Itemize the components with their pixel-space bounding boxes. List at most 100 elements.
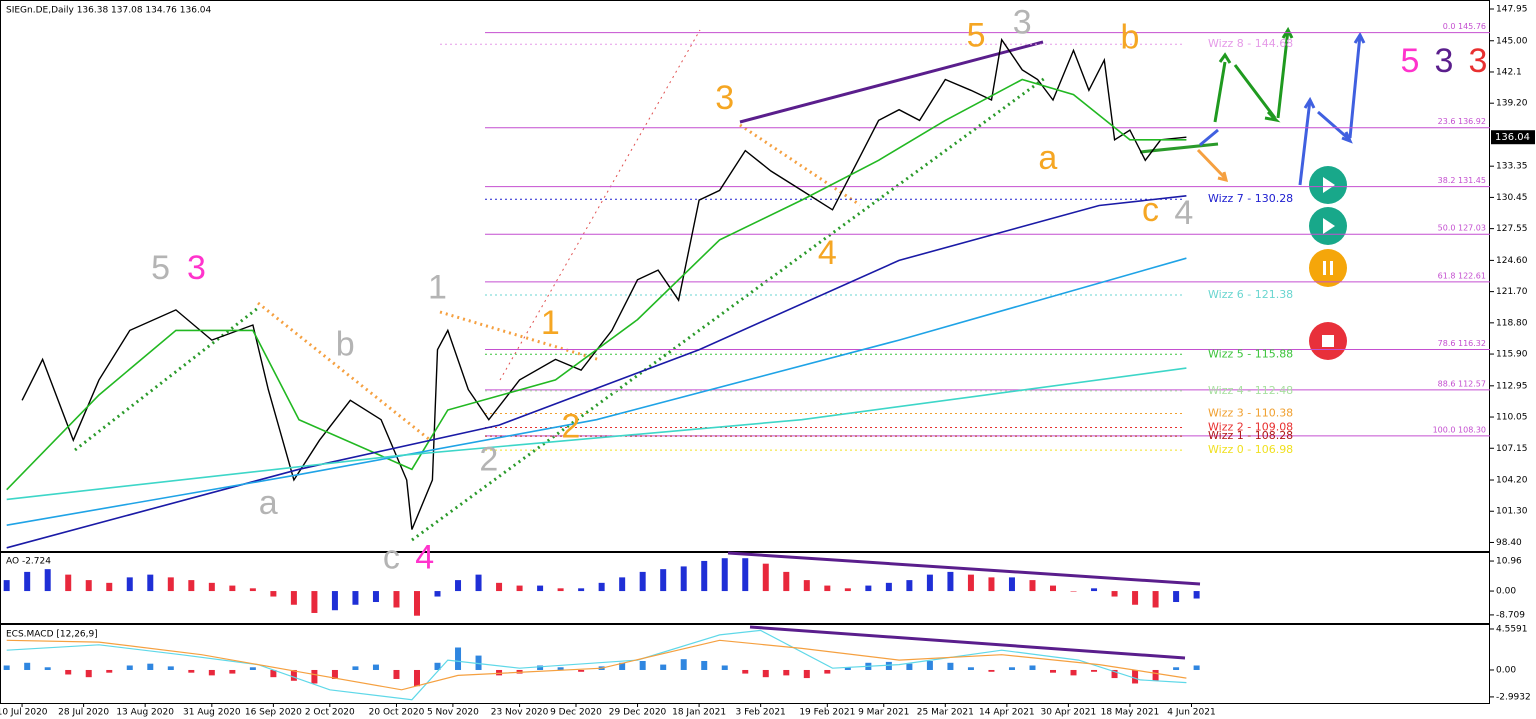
pane-title: AO -2.724 <box>6 557 51 567</box>
wizz-label: Wizz 5 - 115.88 <box>1208 347 1293 360</box>
fib-label: 50.0 127.03 <box>1438 224 1486 233</box>
fib-label: 78.6 116.32 <box>1438 339 1486 348</box>
histogram-bar <box>475 574 482 592</box>
trend-line <box>499 29 701 381</box>
pane-title: SIEGn.DE,Daily 136.38 137.08 134.76 136.… <box>6 6 212 16</box>
wave-label: 5 <box>967 17 986 55</box>
histogram-bar <box>167 577 174 592</box>
drawings <box>74 26 1366 660</box>
histogram-bar <box>208 582 215 592</box>
price-pane <box>0 0 1490 552</box>
histogram-bar <box>1091 588 1098 592</box>
histogram-bar <box>311 669 318 684</box>
histogram-bar <box>701 660 708 670</box>
wizz-label: Wizz 6 - 121.38 <box>1208 288 1293 301</box>
fib-label: 0.0 145.76 <box>1443 22 1486 31</box>
histogram-bar <box>742 669 749 674</box>
y-tick-label: 124.60 <box>1496 256 1528 266</box>
histogram-bar <box>455 580 462 592</box>
wizz-label: Wizz 3 - 110.38 <box>1208 406 1293 419</box>
wizz-label: Wizz 0 - 106.98 <box>1208 443 1293 456</box>
histogram-bar <box>926 574 933 592</box>
play-icon <box>1323 177 1335 193</box>
y-tick-label: 115.90 <box>1496 350 1528 360</box>
wave-label: c <box>383 539 400 577</box>
histogram-bar <box>598 582 605 592</box>
histogram-bar <box>537 585 544 592</box>
histogram-bar <box>44 569 51 592</box>
fib-label: 88.6 112.57 <box>1438 379 1486 388</box>
histogram-bar <box>947 662 954 670</box>
price-line <box>6 78 1187 491</box>
histogram-bar <box>372 664 379 670</box>
histogram-bar <box>1193 665 1200 670</box>
histogram-bar <box>3 580 10 592</box>
histogram-bar <box>660 664 667 670</box>
histogram-bar <box>167 666 174 670</box>
arrow-head <box>1218 26 1294 123</box>
histogram-bar <box>434 591 441 597</box>
wave-count: 5 <box>1401 42 1420 80</box>
histogram-bar <box>1029 665 1036 670</box>
histogram-bar <box>1091 669 1098 672</box>
wizz-label: Wizz 2 - 109.08 <box>1208 420 1293 433</box>
histogram-bar <box>249 588 256 592</box>
x-tick-label: 28 Jul 2020 <box>58 708 109 718</box>
histogram-bar <box>106 582 113 592</box>
x-tick-label: 29 Dec 2020 <box>609 708 667 718</box>
x-tick-label: 2 Oct 2020 <box>305 708 355 718</box>
wave-label: 3 <box>187 249 206 287</box>
histogram-bar <box>147 663 154 670</box>
wave-label: a <box>1038 139 1057 177</box>
y-tick-label: 121.70 <box>1496 287 1528 297</box>
fib-label: 38.2 131.45 <box>1438 176 1486 185</box>
y-tick-label: 145.00 <box>1496 36 1528 46</box>
wave-label: a <box>259 484 278 522</box>
histogram-bar <box>783 571 790 592</box>
wave-label: 3 <box>715 79 734 117</box>
projection-arrow <box>1199 34 1362 186</box>
wizz-label: Wizz 4 - 112.48 <box>1208 384 1293 397</box>
histogram-bar <box>1111 669 1118 679</box>
price-line <box>21 37 1187 530</box>
histogram-bar <box>762 563 769 592</box>
histogram-bar <box>844 588 851 592</box>
histogram-bar <box>885 582 892 592</box>
histogram-bar <box>926 660 933 670</box>
histogram-bar <box>434 662 441 670</box>
fib-label: 23.6 136.92 <box>1438 117 1486 126</box>
trend-line <box>411 76 1046 542</box>
histogram-bar <box>988 577 995 592</box>
histogram-bar <box>967 574 974 592</box>
histogram-bar <box>372 591 379 603</box>
trend-line <box>727 551 1201 586</box>
x-tick-label: 16 Sep 2020 <box>245 708 302 718</box>
histogram-bar <box>1152 591 1159 608</box>
x-tick-label: 10 Jul 2020 <box>0 708 48 718</box>
x-tick-label: 31 Aug 2020 <box>183 708 241 718</box>
trend-line <box>257 301 431 442</box>
histogram-bar <box>967 667 974 670</box>
histogram-bar <box>516 585 523 592</box>
x-tick-label: 4 Jun 2021 <box>1167 708 1215 718</box>
wave-label: 4 <box>415 539 434 577</box>
price-line <box>6 367 1187 501</box>
trend-line <box>739 123 861 207</box>
histogram-bar <box>885 661 892 670</box>
play-icon <box>1323 218 1335 234</box>
histogram-bar <box>1050 585 1057 592</box>
ao-pane <box>0 552 1490 624</box>
histogram-bar <box>619 577 626 592</box>
wave-count: 3 <box>1435 42 1454 80</box>
histogram-bar <box>1193 591 1200 599</box>
histogram-bar <box>393 669 400 679</box>
wave-label: 1 <box>541 304 560 342</box>
histogram-bar <box>824 585 831 592</box>
histogram-bar <box>126 665 133 670</box>
histogram-bar <box>270 591 277 597</box>
histogram-bar <box>578 669 585 672</box>
pause-button[interactable] <box>1309 249 1347 287</box>
y-tick-label: 101.30 <box>1496 507 1528 517</box>
histogram-bar <box>352 666 359 670</box>
